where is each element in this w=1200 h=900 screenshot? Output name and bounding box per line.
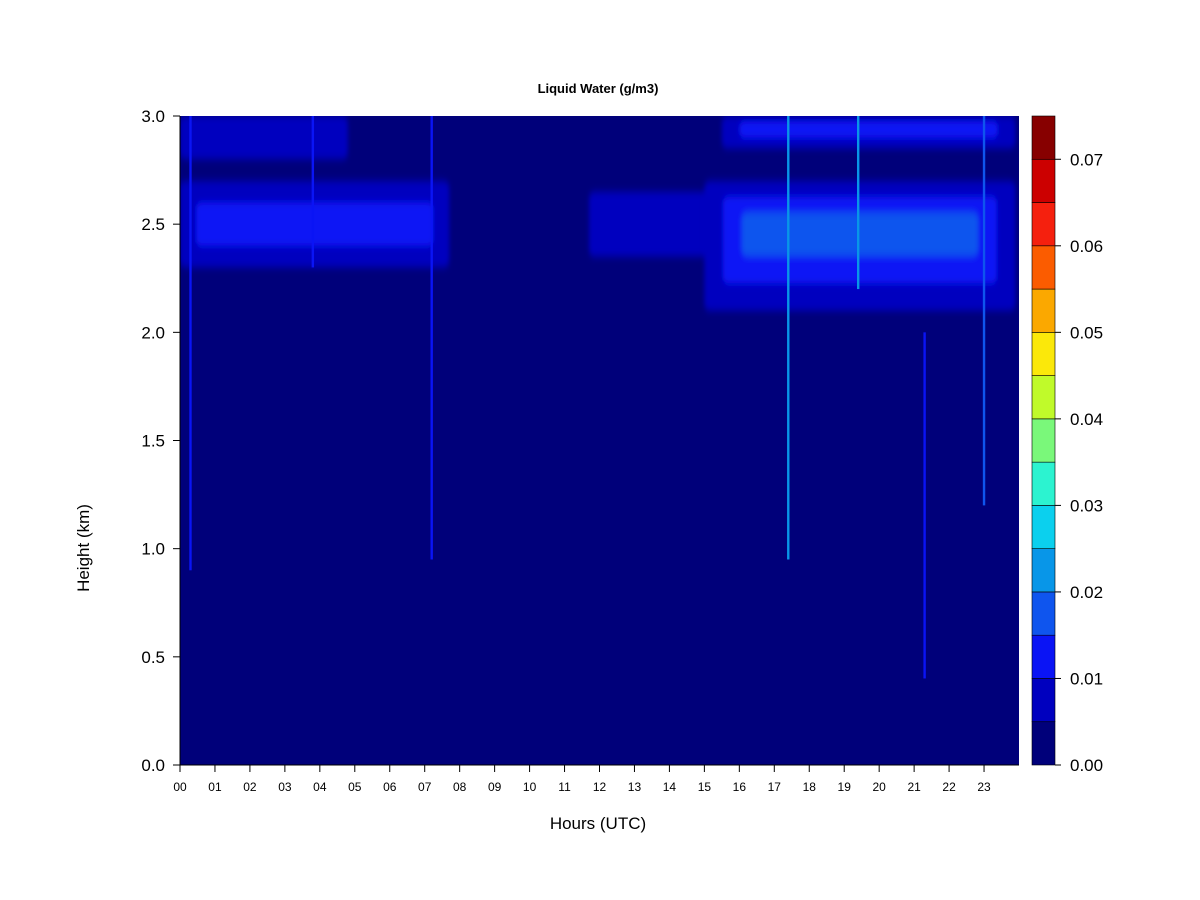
cloud-layer xyxy=(180,180,450,268)
y-tick-label: 0.0 xyxy=(141,756,165,775)
x-tick-label: 15 xyxy=(698,780,712,794)
cloud-layer xyxy=(721,116,1016,149)
x-axis: 00 01 02 03 04 05 06 07 08 09 10 11 12 13 14 15 16 17 18 19… xyxy=(173,764,1019,794)
x-tick-label: 06 xyxy=(383,780,397,794)
cloud-spike xyxy=(787,116,790,560)
x-tick-label: 08 xyxy=(453,780,467,794)
x-tick-label: 04 xyxy=(313,780,327,794)
colorbar-swatch xyxy=(1031,418,1056,463)
y-axis-label: Height (km) xyxy=(74,504,93,592)
colorbar-ticks: 0.00 0.01 0.02 0.03 0.04 0.05 0.06 0.07 xyxy=(1055,150,1103,775)
y-tick-label: 0.5 xyxy=(141,648,165,667)
x-tick-label: 05 xyxy=(348,780,362,794)
cloud-layer-band xyxy=(589,191,722,257)
x-tick-label: 17 xyxy=(768,780,782,794)
cloud-layer xyxy=(704,180,1016,311)
cloud-layer-band xyxy=(180,116,348,160)
cloud-layer xyxy=(589,191,722,257)
colorbar-tick-label: 0.04 xyxy=(1070,410,1103,429)
colorbar-tick-label: 0.06 xyxy=(1070,237,1103,256)
cloud-spike xyxy=(982,116,986,506)
x-tick-label: 18 xyxy=(803,780,817,794)
cloud-layer-band xyxy=(196,202,434,246)
colorbar-tick-label: 0.01 xyxy=(1070,669,1103,688)
y-tick-label: 1.0 xyxy=(141,540,165,559)
x-tick-label: 22 xyxy=(942,780,956,794)
cloud-layer xyxy=(180,116,348,160)
colorbar-swatch xyxy=(1031,591,1056,636)
y-tick-label: 1.5 xyxy=(141,432,165,451)
colorbar-swatch xyxy=(1031,678,1056,723)
cloud-spike xyxy=(923,332,926,679)
heatmap-plot-area xyxy=(180,116,1019,765)
colorbar xyxy=(1031,115,1056,766)
cloud-layer-band xyxy=(739,121,998,138)
x-axis-label: Hours (UTC) xyxy=(550,814,646,833)
colorbar-swatch xyxy=(1031,158,1056,203)
x-tick-label: 10 xyxy=(523,780,537,794)
x-tick-label: 03 xyxy=(278,780,292,794)
colorbar-swatch xyxy=(1031,202,1056,247)
cloud-spikes xyxy=(189,116,986,679)
colorbar-tick-label: 0.02 xyxy=(1070,583,1103,602)
colorbar-tick-label: 0.07 xyxy=(1070,150,1103,169)
chart-title: Liquid Water (g/m3) xyxy=(538,81,659,96)
colorbar-swatch xyxy=(1031,548,1056,593)
colorbar-swatch xyxy=(1031,115,1056,160)
x-tick-label: 13 xyxy=(628,780,642,794)
x-tick-label: 07 xyxy=(418,780,432,794)
y-axis-ticks: 0.0 0.5 1.0 1.5 2.0 2.5 3.0 xyxy=(141,107,180,775)
colorbar-swatch xyxy=(1031,721,1056,766)
x-tick-label: 02 xyxy=(243,780,257,794)
colorbar-tick-label: 0.00 xyxy=(1070,756,1103,775)
x-tick-label: 21 xyxy=(907,780,921,794)
colorbar-swatch xyxy=(1031,375,1056,420)
x-tick-label: 00 xyxy=(173,780,187,794)
colorbar-swatch xyxy=(1031,505,1056,549)
x-tick-label: 19 xyxy=(838,780,852,794)
cloud-spike xyxy=(430,116,433,560)
cloud-layers xyxy=(180,116,1016,311)
y-tick-label: 2.5 xyxy=(141,215,165,234)
x-tick-label: 14 xyxy=(663,780,677,794)
y-axis: 0.0 0.5 1.0 1.5 2.0 2.5 3.0 xyxy=(141,107,181,775)
colorbar-swatch xyxy=(1031,634,1056,679)
colorbar-swatch xyxy=(1031,288,1056,333)
colorbar-swatch xyxy=(1031,245,1056,290)
colorbar-swatch xyxy=(1031,461,1056,506)
cloud-spike xyxy=(856,116,860,290)
y-tick-label: 3.0 xyxy=(141,107,165,126)
colorbar-tick-label: 0.05 xyxy=(1070,323,1103,342)
x-tick-label: 12 xyxy=(593,780,607,794)
colorbar-swatch xyxy=(1031,332,1056,376)
cloud-spike xyxy=(189,116,192,571)
x-tick-label: 01 xyxy=(208,780,222,794)
x-tick-label: 23 xyxy=(977,780,991,794)
x-tick-label: 11 xyxy=(558,780,571,794)
cloud-spike xyxy=(311,116,315,268)
x-tick-label: 20 xyxy=(872,780,886,794)
y-tick-label: 2.0 xyxy=(141,323,165,342)
cloud-layer-band xyxy=(741,212,979,256)
x-tick-label: 09 xyxy=(488,780,502,794)
colorbar-tick-label: 0.03 xyxy=(1070,496,1103,515)
x-axis-ticks: 00 01 02 03 04 05 06 07 08 09 10 11 12 13 14 15 16 17 18 19… xyxy=(173,765,991,794)
x-tick-label: 16 xyxy=(733,780,747,794)
